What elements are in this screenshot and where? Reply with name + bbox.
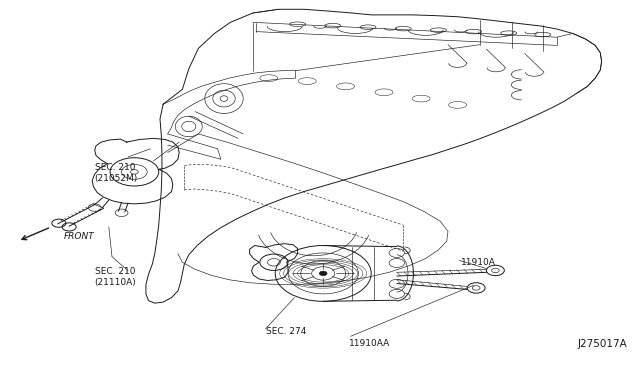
Text: SEC. 210
(21110A): SEC. 210 (21110A) <box>95 267 136 287</box>
Text: 11910AA: 11910AA <box>349 339 390 348</box>
Circle shape <box>319 271 327 276</box>
Text: SEC. 274: SEC. 274 <box>266 327 306 336</box>
Text: FRONT: FRONT <box>64 232 95 241</box>
Text: J275017A: J275017A <box>577 339 627 349</box>
Text: SEC. 210
(21052M): SEC. 210 (21052M) <box>95 163 138 183</box>
Text: 11910A: 11910A <box>461 258 495 267</box>
